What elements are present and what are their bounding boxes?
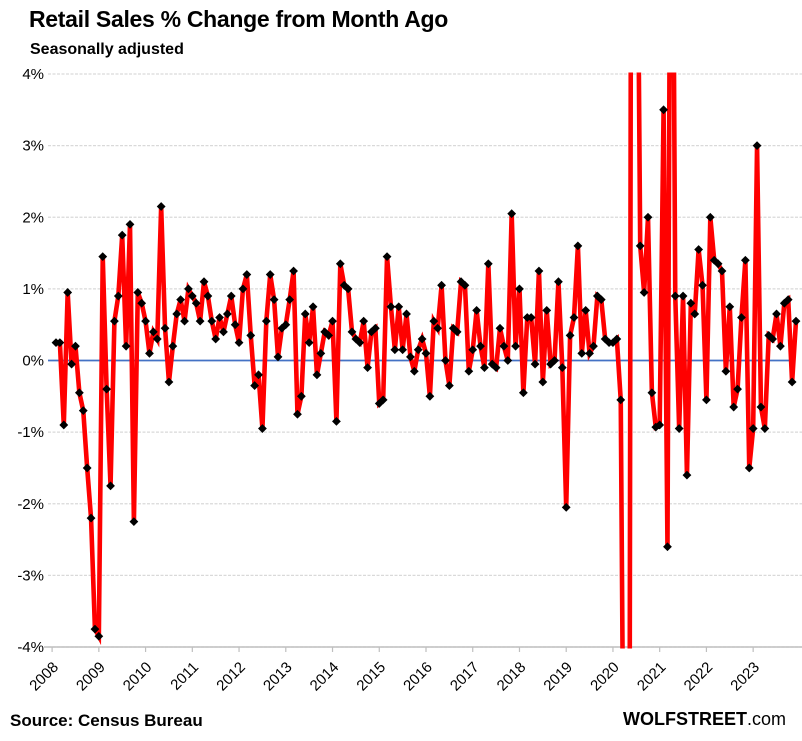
brand-main: WOLFSTREET	[622, 709, 747, 729]
x-axis-label: 2015	[353, 659, 389, 695]
x-axis-label: 2011	[167, 659, 202, 694]
x-axis-label: 2017	[447, 659, 483, 695]
y-axis-label: 3%	[22, 138, 44, 155]
page-title: Retail Sales % Change from Month Ago	[29, 6, 449, 32]
series-line	[56, 72, 799, 649]
x-axis-label: 2014	[307, 659, 343, 695]
page-subtitle: Seasonally adjusted	[30, 41, 184, 58]
x-axis-label: 2013	[260, 659, 296, 695]
source-label: Source: Census Bureau	[10, 711, 203, 730]
x-axis-label: 2012	[213, 659, 249, 695]
brand-suffix: .com	[746, 709, 786, 729]
y-axis-label: 2%	[22, 209, 44, 226]
x-axis-label: 2020	[587, 659, 623, 695]
y-axis-label: -4%	[17, 639, 44, 656]
x-axis-label: 2010	[120, 659, 156, 695]
x-axis-label: 2022	[681, 659, 717, 695]
brand-label: WOLFSTREET.com	[623, 709, 786, 730]
y-axis-label: 0%	[22, 353, 44, 370]
y-axis-label: 4%	[22, 66, 44, 83]
y-axis-label: -1%	[17, 424, 44, 441]
x-axis-label: 2018	[494, 659, 530, 695]
y-axis-label: 1%	[22, 281, 44, 298]
y-axis-label: -2%	[17, 496, 44, 513]
x-axis-label: 2008	[26, 659, 62, 695]
x-axis-label: 2023	[727, 659, 763, 695]
x-axis-label: 2016	[400, 659, 436, 695]
x-axis-label: 2021	[634, 659, 670, 695]
y-axis-label: -3%	[17, 567, 44, 584]
x-axis-label: 2009	[73, 659, 109, 695]
x-axis-label: 2019	[540, 659, 576, 695]
